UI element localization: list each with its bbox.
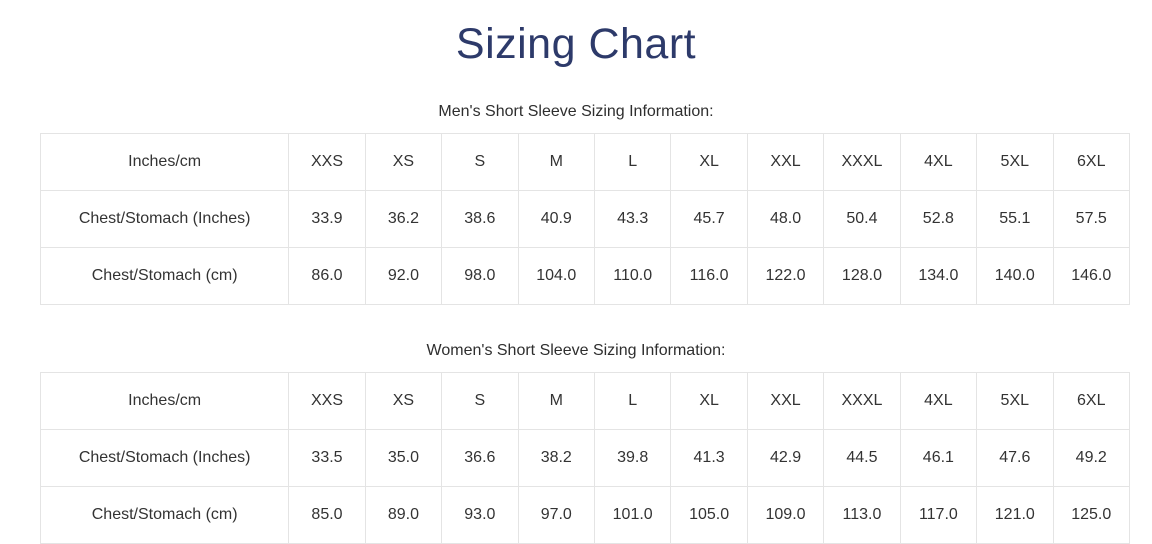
size-header-cell: M xyxy=(517,372,595,431)
measurement-value-cell: 109.0 xyxy=(746,486,825,544)
measurement-value-cell: 105.0 xyxy=(670,486,748,544)
measurement-value-cell: 128.0 xyxy=(823,247,901,306)
measurement-value-cell: 42.9 xyxy=(746,429,825,488)
measurement-value-cell: 57.5 xyxy=(1052,190,1130,249)
measurement-value-cell: 45.7 xyxy=(670,190,748,249)
page-title: Sizing Chart xyxy=(455,20,697,68)
measurement-value-cell: 35.0 xyxy=(364,429,443,488)
measurement-value-cell: 117.0 xyxy=(899,486,978,544)
measurement-value-cell: 92.0 xyxy=(364,247,443,306)
measurement-value-cell: 121.0 xyxy=(976,486,1054,544)
sizing-tables-container: Men's Short Sleeve Sizing Information: In… xyxy=(0,103,1152,544)
measurement-value-cell: 116.0 xyxy=(670,247,748,306)
size-header-cell: 5XL xyxy=(976,133,1054,192)
sizing-table: Inches/cm XXS XS S M L XL XXL XXXL 4XL 5XL 6XL Chest… xyxy=(39,133,1130,306)
measurement-value-cell: 52.8 xyxy=(899,190,978,249)
size-header-cell: L xyxy=(593,133,672,192)
sizing-table-section: Women's Short Sleeve Sizing Information:… xyxy=(0,342,1152,544)
measurement-value-cell: 47.6 xyxy=(976,429,1054,488)
size-header-cell: S xyxy=(441,133,519,192)
size-header-cell: XL xyxy=(670,372,748,431)
measurement-value-cell: 38.6 xyxy=(441,190,519,249)
size-header-cell: XXL xyxy=(746,372,825,431)
measurement-value-cell: 98.0 xyxy=(441,247,519,306)
measurement-value-cell: 134.0 xyxy=(899,247,978,306)
size-header-cell: 4XL xyxy=(899,372,978,431)
measurement-value-cell: 46.1 xyxy=(899,429,978,488)
measurement-value-cell: 101.0 xyxy=(593,486,672,544)
size-header-cell: XXXL xyxy=(823,372,901,431)
measurement-value-cell: 110.0 xyxy=(593,247,672,306)
measurement-value-cell: 49.2 xyxy=(1052,429,1130,488)
measurement-value-cell: 43.3 xyxy=(593,190,672,249)
measurement-value-cell: 41.3 xyxy=(670,429,748,488)
measurement-row: Chest/Stomach (cm) 85.0 89.0 93.0 97.0 101.0 1… xyxy=(39,486,1130,544)
measurement-value-cell: 113.0 xyxy=(823,486,901,544)
size-header-cell: 4XL xyxy=(899,133,978,192)
size-header-cell: XL xyxy=(670,133,748,192)
measurement-value-cell: 122.0 xyxy=(746,247,825,306)
measurement-value-cell: 104.0 xyxy=(517,247,595,306)
measurement-row: Chest/Stomach (cm) 86.0 92.0 98.0 104.0 110.0… xyxy=(39,247,1130,306)
measurement-value-cell: 36.6 xyxy=(441,429,519,488)
measurement-value-cell: 140.0 xyxy=(976,247,1054,306)
measurement-value-cell: 33.5 xyxy=(288,429,366,488)
measurement-value-cell: 89.0 xyxy=(364,486,443,544)
size-header-row: Inches/cm XXS XS S M L XL XXL XXXL 4XL 5XL 6XL xyxy=(39,133,1130,192)
size-header-cell: 6XL xyxy=(1052,372,1130,431)
size-header-cell: XXS xyxy=(288,372,366,431)
measurement-value-cell: 36.2 xyxy=(364,190,443,249)
measurement-value-cell: 38.2 xyxy=(517,429,595,488)
measurement-label-cell: Chest/Stomach (cm) xyxy=(39,486,290,544)
unit-corner-cell: Inches/cm xyxy=(39,372,290,431)
size-header-cell: M xyxy=(517,133,595,192)
size-header-cell: 5XL xyxy=(976,372,1054,431)
measurement-value-cell: 85.0 xyxy=(288,486,366,544)
measurement-value-cell: 86.0 xyxy=(288,247,366,306)
measurement-value-cell: 97.0 xyxy=(517,486,595,544)
size-header-cell: XS xyxy=(364,133,443,192)
size-header-cell: XS xyxy=(364,372,443,431)
measurement-label-cell: Chest/Stomach (cm) xyxy=(39,247,290,306)
size-header-cell: S xyxy=(441,372,519,431)
measurement-value-cell: 93.0 xyxy=(441,486,519,544)
measurement-row: Chest/Stomach (Inches) 33.9 36.2 38.6 40.9 43… xyxy=(39,190,1130,249)
measurement-value-cell: 39.8 xyxy=(593,429,672,488)
size-header-cell: XXS xyxy=(288,133,366,192)
measurement-label-cell: Chest/Stomach (Inches) xyxy=(39,429,290,488)
table-subtitle: Women's Short Sleeve Sizing Information: xyxy=(426,342,726,360)
measurement-value-cell: 44.5 xyxy=(823,429,901,488)
sizing-table: Inches/cm XXS XS S M L XL XXL XXXL 4XL 5XL 6XL Chest… xyxy=(39,372,1130,544)
measurement-value-cell: 50.4 xyxy=(823,190,901,249)
measurement-row: Chest/Stomach (Inches) 33.5 35.0 36.6 38.2 39… xyxy=(39,429,1130,488)
size-header-cell: XXXL xyxy=(823,133,901,192)
sizing-table-section: Men's Short Sleeve Sizing Information: In… xyxy=(0,103,1152,306)
size-header-cell: L xyxy=(593,372,672,431)
measurement-value-cell: 33.9 xyxy=(288,190,366,249)
measurement-value-cell: 40.9 xyxy=(517,190,595,249)
measurement-value-cell: 125.0 xyxy=(1052,486,1130,544)
measurement-value-cell: 55.1 xyxy=(976,190,1054,249)
size-header-cell: XXL xyxy=(746,133,825,192)
measurement-value-cell: 146.0 xyxy=(1052,247,1130,306)
table-wrapper: Inches/cm XXS XS S M L XL XXL XXXL 4XL 5XL 6XL Chest… xyxy=(39,372,1130,544)
table-wrapper: Inches/cm XXS XS S M L XL XXL XXXL 4XL 5XL 6XL Chest… xyxy=(39,133,1130,306)
size-header-cell: 6XL xyxy=(1052,133,1130,192)
table-subtitle: Men's Short Sleeve Sizing Information: xyxy=(438,103,714,121)
size-header-row: Inches/cm XXS XS S M L XL XXL XXXL 4XL 5XL 6XL xyxy=(39,372,1130,431)
measurement-label-cell: Chest/Stomach (Inches) xyxy=(39,190,290,249)
measurement-value-cell: 48.0 xyxy=(746,190,825,249)
unit-corner-cell: Inches/cm xyxy=(39,133,290,192)
